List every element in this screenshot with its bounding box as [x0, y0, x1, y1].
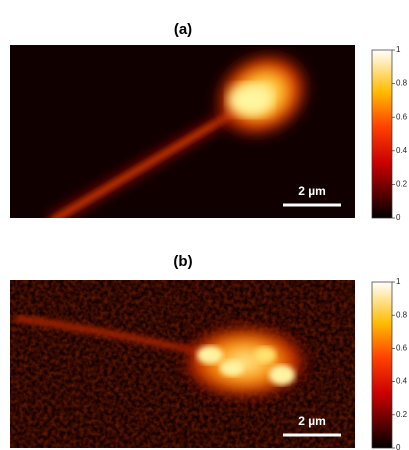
colorbar-tick-label: 0 [396, 213, 401, 222]
scale-bar-label: 2 µm [298, 414, 326, 428]
colorbar-tick-label: 1 [396, 45, 401, 54]
colorbar-tick-label: 0.6 [396, 344, 408, 353]
panel-label: (a) [174, 21, 192, 38]
scale-bar-label: 2 µm [298, 184, 326, 198]
colorbar-tick-label: 0.8 [396, 79, 408, 88]
colorbar [372, 282, 392, 448]
colorbar-tick-label: 0.6 [396, 112, 408, 121]
colorbar-tick-label: 0.8 [396, 310, 408, 319]
colorbar-tick-label: 0.4 [396, 146, 408, 155]
colorbar-tick-label: 0.2 [396, 180, 408, 189]
figure: (a) 2 µm 0 0.2 0.4 0.6 0.8 1 (b) 2 µm 0 0.2 0.4 0.6 0.… [0, 0, 409, 450]
colorbar-tick-label: 1 [396, 277, 401, 286]
colorbar-tick-label: 0 [396, 443, 401, 450]
colorbar [372, 50, 392, 218]
colorbar-tick-label: 0.2 [396, 410, 408, 419]
panel-label: (b) [173, 253, 192, 270]
colorbar-tick-label: 0.4 [396, 377, 408, 386]
